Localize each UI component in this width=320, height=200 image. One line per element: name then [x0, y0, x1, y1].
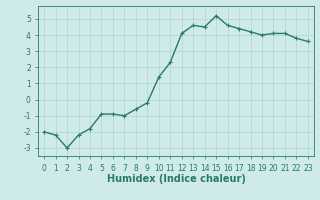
X-axis label: Humidex (Indice chaleur): Humidex (Indice chaleur): [107, 174, 245, 184]
